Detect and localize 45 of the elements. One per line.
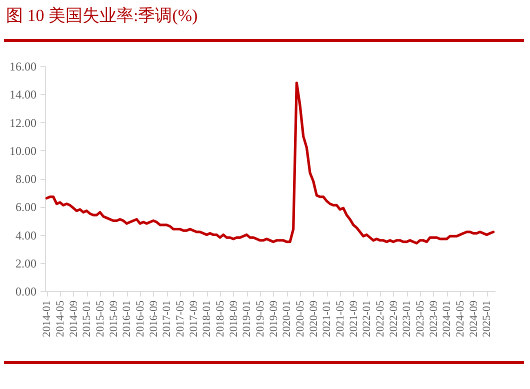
x-tick-label: 2024-09 — [468, 300, 480, 338]
x-tick-label: 2024-01 — [441, 300, 454, 338]
x-tick-label: 2016-09 — [148, 300, 160, 338]
x-tick-label: 2019-09 — [268, 300, 280, 338]
x-tick-label: 2018-05 — [214, 300, 226, 338]
x-tick-label: 2015-09 — [108, 300, 120, 338]
x-tick-label: 2017-09 — [188, 300, 200, 338]
x-tick-label: 2015-01 — [81, 300, 94, 338]
y-tick-label: 0.00 — [16, 284, 36, 298]
x-tick-label: 2024-05 — [454, 300, 466, 338]
y-tick-label: 2.00 — [16, 256, 36, 270]
x-tick-label: 2015-05 — [94, 300, 106, 338]
x-tick-label: 2017-05 — [174, 300, 186, 338]
x-tick-label: 2018-01 — [201, 300, 214, 338]
x-tick-label: 2022-09 — [388, 300, 400, 338]
x-tick-label: 2023-09 — [428, 300, 440, 338]
x-tick-label: 2021-01 — [321, 300, 334, 338]
chart-title: 图 10 美国失业率:季调(%) — [6, 5, 198, 27]
line-series — [45, 82, 495, 244]
x-tick-label: 2016-01 — [121, 300, 134, 338]
x-tick-label: 2025-01 — [481, 300, 494, 338]
x-tick-label: 2017-01 — [161, 300, 174, 338]
y-tick-label: 10.00 — [10, 144, 36, 158]
y-tick-label: 8.00 — [16, 172, 36, 186]
y-tick-label: 12.00 — [10, 116, 36, 130]
x-tick-label: 2014-01 — [41, 300, 54, 338]
y-tick-label: 16.00 — [10, 60, 36, 74]
x-tick-label: 2014-09 — [68, 300, 80, 338]
x-tick-label: 2022-01 — [361, 300, 374, 338]
x-tick-label: 2022-05 — [374, 300, 386, 338]
x-tick-label: 2019-05 — [254, 300, 266, 338]
x-tick-label: 2020-09 — [308, 300, 320, 338]
y-tick-label: 6.00 — [16, 200, 36, 214]
x-tick-label: 2014-05 — [54, 300, 66, 338]
y-tick-label: 4.00 — [16, 228, 36, 242]
x-tick-label: 2023-01 — [401, 300, 414, 338]
x-tick-label: 2020-05 — [294, 300, 306, 338]
x-tick-label: 2021-09 — [348, 300, 360, 338]
x-tick-label: 2020-01 — [281, 300, 294, 338]
x-tick-label: 2021-05 — [334, 300, 346, 338]
x-tick-label: 2019-01 — [241, 300, 254, 338]
x-tick-label: 2016-05 — [134, 300, 146, 338]
x-tick-label: 2023-05 — [414, 300, 426, 338]
y-tick-label: 14.00 — [10, 88, 36, 102]
x-tick-label: 2018-09 — [228, 300, 240, 338]
